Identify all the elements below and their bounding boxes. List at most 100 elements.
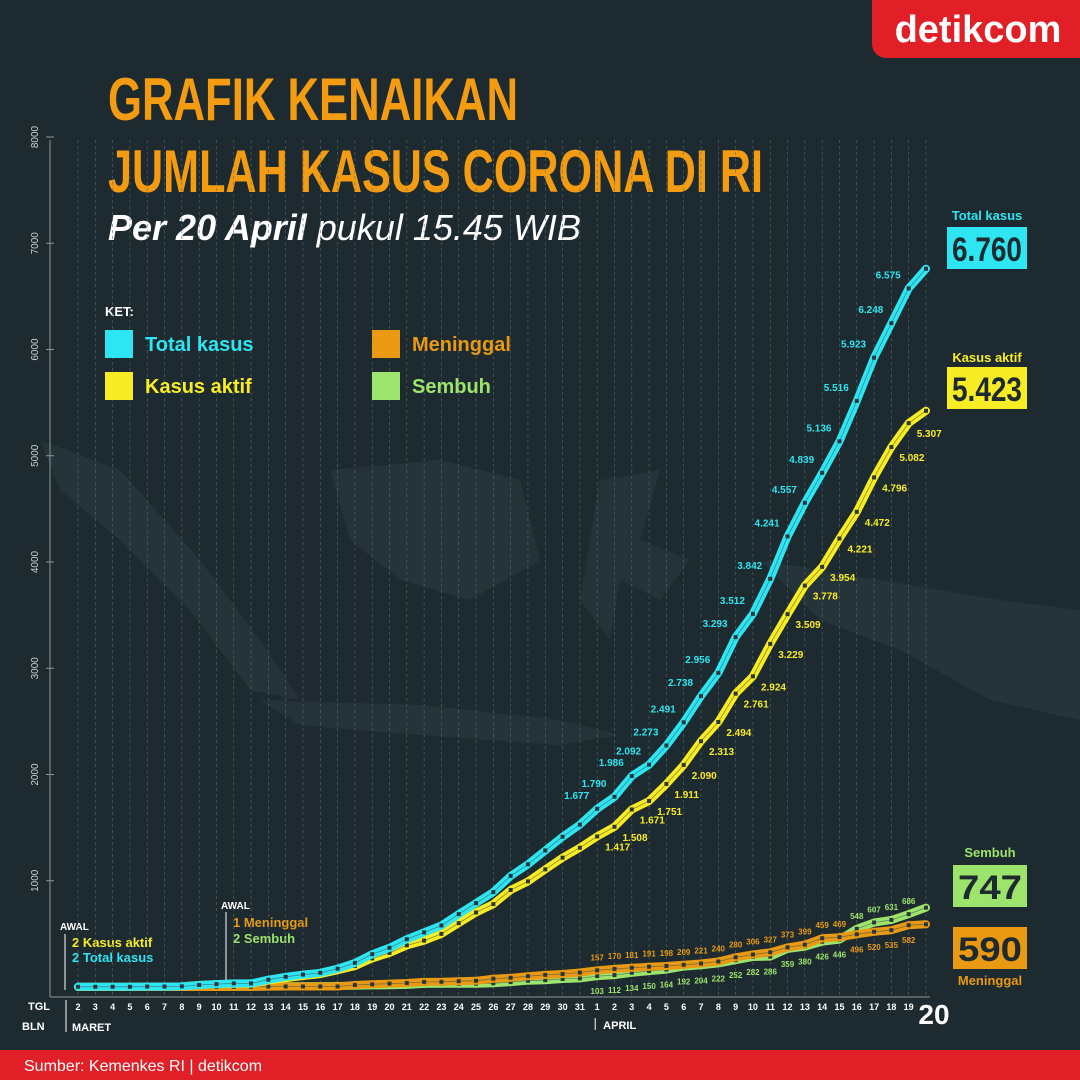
data-point — [699, 739, 704, 744]
annotation-text: 2 Kasus aktif — [72, 935, 153, 950]
value-label: 446 — [833, 951, 847, 960]
data-point — [456, 921, 461, 926]
data-point — [110, 984, 115, 989]
x-row-label: BLN — [22, 1021, 45, 1033]
data-point — [820, 564, 825, 569]
data-point — [76, 984, 80, 989]
data-point — [491, 981, 496, 986]
value-label: 631 — [885, 903, 899, 912]
data-point — [854, 932, 859, 937]
value-label: 380 — [798, 958, 812, 967]
data-point — [318, 970, 323, 975]
x-tick-label: 10 — [211, 1002, 221, 1012]
annotation-title: AWAL — [221, 901, 250, 912]
data-point — [266, 977, 271, 982]
data-point — [872, 475, 877, 480]
y-tick-label: 1000 — [30, 869, 41, 892]
x-tick-label: 2 — [75, 1002, 80, 1012]
data-point — [525, 974, 530, 979]
y-tick-label: 5000 — [30, 444, 41, 467]
data-point — [508, 975, 513, 980]
end-value-label: 6.760 — [952, 231, 1022, 269]
data-point — [439, 979, 444, 984]
data-point — [647, 762, 652, 767]
value-label: 4.796 — [882, 483, 907, 494]
value-label: 2.092 — [616, 747, 641, 758]
x-tick-label: 12 — [783, 1002, 793, 1012]
x-tick-label: 15 — [298, 1002, 308, 1012]
value-label: 280 — [729, 940, 743, 949]
x-tick-label: 7 — [699, 1002, 704, 1012]
value-label: 252 — [729, 971, 743, 980]
data-point — [162, 984, 167, 989]
x-tick-label: 22 — [419, 1002, 429, 1012]
data-point — [179, 984, 184, 989]
data-point — [543, 972, 548, 977]
value-label: 686 — [902, 897, 916, 906]
x-tick-label: 16 — [852, 1002, 862, 1012]
value-label: 112 — [608, 986, 621, 995]
data-point — [647, 964, 652, 969]
data-point — [577, 970, 582, 975]
x-tick-label: 9 — [197, 1002, 202, 1012]
data-point — [560, 972, 565, 977]
data-point — [595, 806, 600, 811]
data-point — [681, 962, 686, 967]
data-point — [127, 984, 132, 989]
x-tick-label: 5 — [664, 1002, 669, 1012]
x-row-label: TGL — [28, 1001, 50, 1013]
x-tick-label: 23 — [436, 1002, 446, 1012]
x-tick-label: 30 — [558, 1002, 568, 1012]
x-tick-label: 11 — [765, 1002, 775, 1012]
data-point — [785, 612, 790, 617]
value-label: 150 — [642, 982, 656, 991]
data-point — [508, 873, 513, 878]
x-tick-label: 3 — [629, 1002, 634, 1012]
annotation-text: 1 Meninggal — [233, 915, 308, 930]
data-point — [197, 982, 202, 987]
data-point — [456, 912, 461, 917]
value-label: 373 — [781, 930, 795, 939]
value-label: 2.273 — [633, 727, 658, 738]
data-point — [577, 822, 582, 827]
data-point — [889, 445, 894, 450]
legend-label: Meninggal — [412, 334, 511, 356]
x-tick-label: 27 — [506, 1002, 516, 1012]
value-label: 164 — [660, 981, 674, 990]
data-point — [300, 972, 305, 977]
source: Sumber: Kemenkes RI | detikcom — [24, 1058, 262, 1075]
value-label: 5.136 — [806, 423, 831, 434]
value-label: 1.677 — [564, 791, 589, 802]
x-tick-label: 3 — [93, 1002, 98, 1012]
value-label: 209 — [677, 948, 691, 957]
data-point — [664, 743, 669, 748]
data-point — [525, 862, 530, 867]
data-point — [249, 981, 254, 986]
data-point — [370, 952, 375, 957]
value-label: 2.761 — [744, 700, 769, 711]
data-point — [404, 943, 409, 948]
data-point — [612, 973, 617, 978]
data-point — [820, 936, 825, 941]
data-point — [508, 980, 513, 985]
legend-title: KET: — [105, 304, 134, 319]
end-value-box — [945, 225, 1029, 271]
data-point — [370, 982, 375, 987]
footer-bar — [0, 1050, 1080, 1080]
x-tick-label: 21 — [402, 1002, 412, 1012]
value-label: 1.671 — [640, 815, 665, 826]
data-point — [768, 950, 773, 955]
data-point — [560, 834, 565, 839]
data-point — [595, 834, 600, 839]
data-point — [785, 945, 790, 950]
value-label: 359 — [781, 960, 795, 969]
data-point — [924, 905, 928, 910]
annotation-title: AWAL — [60, 922, 89, 933]
data-point — [577, 845, 582, 850]
logo-box — [872, 0, 1080, 58]
value-label: 327 — [764, 935, 778, 944]
data-point — [595, 968, 600, 973]
value-label: 3.229 — [778, 650, 803, 661]
data-point — [525, 879, 530, 884]
